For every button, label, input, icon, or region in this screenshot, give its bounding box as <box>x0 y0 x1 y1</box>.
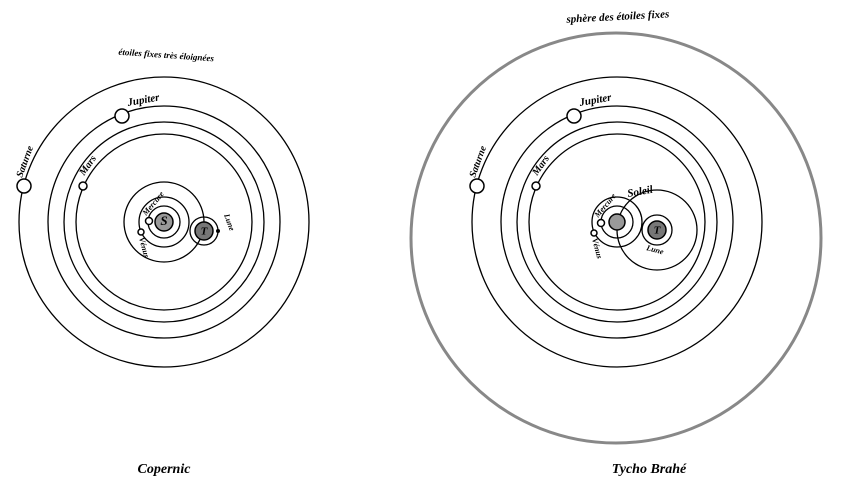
moon-orbit <box>641 214 673 246</box>
star-sphere <box>409 31 823 445</box>
copernic-title: Copernic <box>138 462 192 477</box>
jupiter-orbit <box>47 105 281 339</box>
venus <box>137 228 145 236</box>
mars <box>78 181 88 191</box>
earth <box>194 221 214 241</box>
earth-label: T <box>201 226 209 238</box>
venus-label: Vénus <box>590 237 604 260</box>
mercury <box>144 216 154 226</box>
venus-orbit <box>138 196 190 248</box>
saturn <box>16 178 32 194</box>
earth-label: T <box>654 225 662 237</box>
jupiter <box>114 108 130 124</box>
saturn-orbit <box>18 76 310 368</box>
saturn-label: Saturne <box>467 144 489 179</box>
venus <box>590 229 598 237</box>
sun <box>154 212 174 232</box>
mars-orbit <box>75 133 253 311</box>
sky-label: étoiles fixes très éloignées <box>118 47 215 64</box>
jupiter-label: Jupiter <box>577 91 613 109</box>
jupiter <box>566 108 582 124</box>
mercury <box>596 218 606 228</box>
moon <box>216 229 220 233</box>
sun-label: Soleil <box>626 184 654 200</box>
sun <box>608 213 626 231</box>
venus-orbit <box>591 196 643 248</box>
saturn-orbit <box>471 76 763 368</box>
sky-label: sphère des étoiles fixes <box>565 8 669 25</box>
orbit <box>516 121 718 323</box>
earth <box>647 220 667 240</box>
copernic-diagram: S T étoiles fixes très éloignées Saturne… <box>14 47 310 477</box>
tycho-title: Tycho Brahé <box>612 462 687 477</box>
moon-label: Lune <box>645 243 665 257</box>
saturn-label: Saturne <box>14 144 36 179</box>
orbit <box>63 121 265 323</box>
jupiter-label: Jupiter <box>125 91 161 109</box>
mars-orbit <box>528 133 706 311</box>
sun-label: S <box>160 213 167 228</box>
moon-label: Lune <box>222 212 237 233</box>
tycho-diagram: T sphère des étoiles fixes Saturne Jupit… <box>409 8 823 477</box>
saturn <box>469 178 485 194</box>
mars <box>531 181 541 191</box>
venus-label: Vénus <box>137 236 151 259</box>
jupiter-orbit <box>500 105 734 339</box>
